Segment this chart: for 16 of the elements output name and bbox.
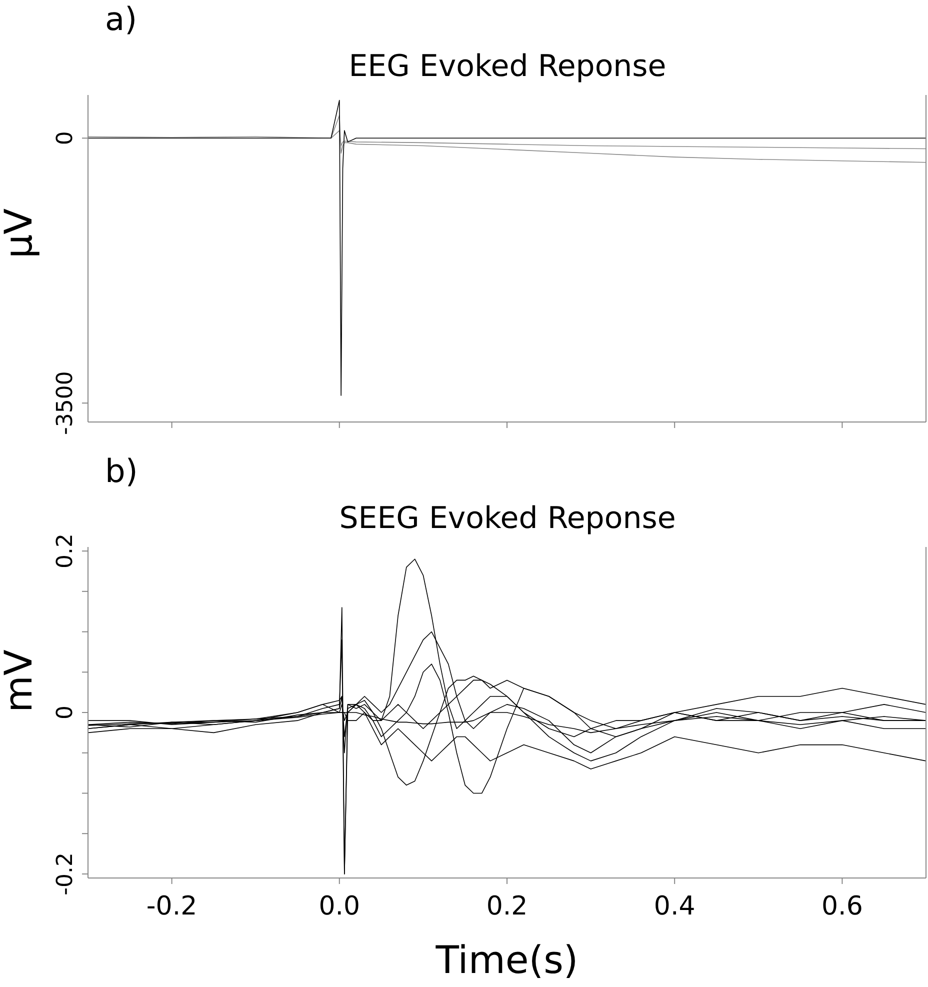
chart-title: EEG Evoked Reponse <box>348 49 668 84</box>
x-tick-label: 0.4 <box>654 891 696 922</box>
x-tick-label: 0.6 <box>822 891 863 922</box>
y-tick-label: 0.2 <box>53 534 78 569</box>
text: b) <box>105 452 138 490</box>
y-tick-label: 0 <box>53 131 78 146</box>
y-tick-label: 0 <box>53 706 78 720</box>
x-axis-title: Time(s) <box>434 938 578 982</box>
x-tick-label: -0.2 <box>146 891 198 922</box>
text: a) <box>105 0 138 38</box>
y-tick-label: -3500 <box>53 371 78 436</box>
x-tick-label: 0.0 <box>318 891 360 922</box>
x-tick-label: 0.2 <box>486 891 528 922</box>
y-axis-title: mV <box>0 649 40 712</box>
chart-title: SEEG Evoked Reponse <box>338 501 677 536</box>
y-axis-title: µV <box>0 208 40 258</box>
